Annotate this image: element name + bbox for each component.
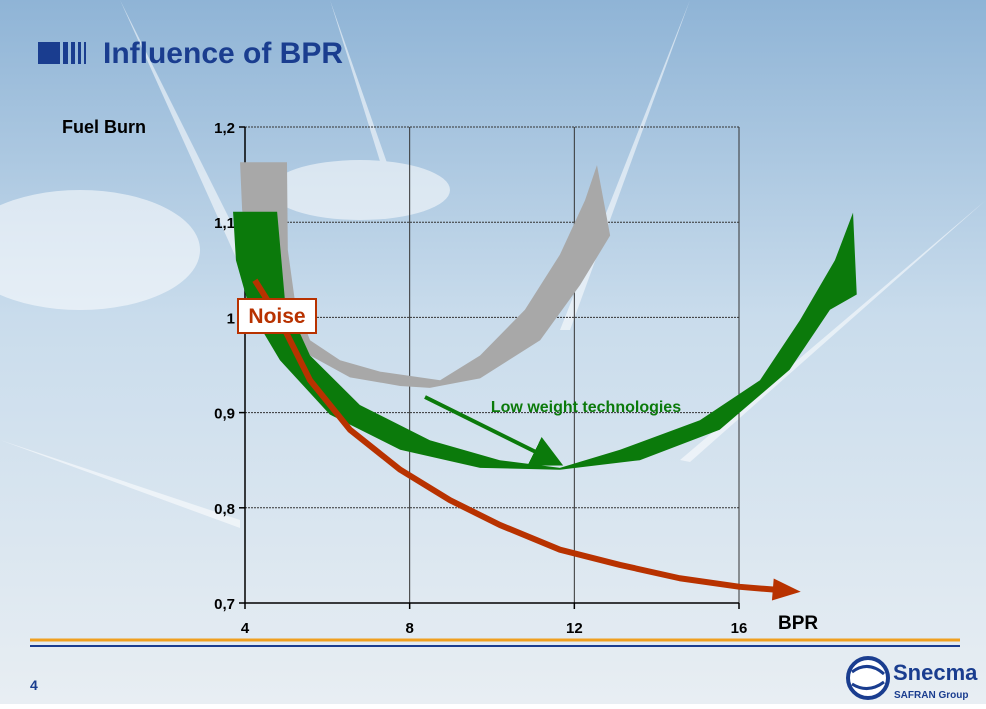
logo-name: Snecma <box>893 660 978 685</box>
page-number: 4 <box>30 677 38 693</box>
x-tick-label: 4 <box>241 620 250 637</box>
logo-group: SAFRAN Group <box>894 690 968 701</box>
x-tick-label: 12 <box>566 620 583 637</box>
y-tick-label: 1 <box>227 310 235 327</box>
y-tick-label: 0,7 <box>214 596 235 613</box>
y-tick-label: 1,2 <box>214 120 235 137</box>
x-axis-label: BPR <box>778 613 818 634</box>
y-tick-label: 0,8 <box>214 501 235 518</box>
y-tick-label: 0,9 <box>214 406 235 423</box>
y-axis-label: Fuel Burn <box>62 117 146 137</box>
annotation: Low weight technologies <box>491 399 681 416</box>
slide-title: Influence of BPR <box>103 37 343 70</box>
x-tick-label: 8 <box>405 620 413 637</box>
x-tick-label: 16 <box>731 620 748 637</box>
annotation: Noise <box>248 305 305 328</box>
logo: Snecma SAFRAN Group <box>848 658 978 701</box>
y-tick-label: 1,1 <box>214 215 235 232</box>
